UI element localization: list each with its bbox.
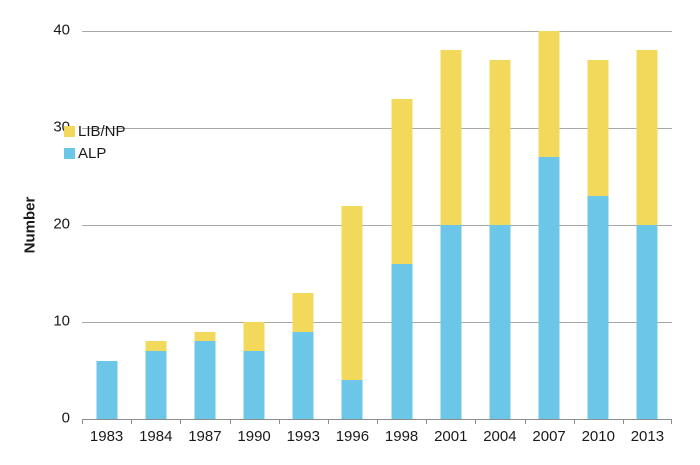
x-tick-label-1987: 1987 bbox=[188, 428, 222, 445]
bar-segment-alp-2007 bbox=[538, 157, 560, 419]
bar-1983 bbox=[82, 31, 131, 419]
x-tick-mark bbox=[475, 419, 476, 424]
x-tick-label-1998: 1998 bbox=[384, 428, 419, 445]
x-tick-label-2004: 2004 bbox=[483, 428, 517, 445]
x-tick-label-2007: 2007 bbox=[532, 428, 566, 445]
x-tick-mark bbox=[328, 419, 329, 424]
x-tick-mark bbox=[180, 419, 181, 424]
legend: LIB/NP ALP bbox=[64, 124, 126, 168]
legend-entry-alp: ALP bbox=[64, 146, 126, 161]
bar-segment-lib-np-1987 bbox=[194, 331, 216, 342]
legend-swatch-icon bbox=[64, 148, 75, 159]
bar-segment-alp-1990 bbox=[243, 351, 265, 419]
bar-segment-lib-np-1990 bbox=[243, 322, 265, 352]
bar-1987 bbox=[180, 31, 229, 419]
legend-label: ALP bbox=[78, 145, 107, 162]
legend-label: LIB/NP bbox=[78, 123, 126, 140]
x-tick-label-2013: 2013 bbox=[630, 428, 665, 445]
bar-1993 bbox=[279, 31, 328, 419]
x-tick-mark bbox=[623, 419, 624, 424]
legend-swatch-icon bbox=[64, 126, 75, 137]
bar-segment-lib-np-2007 bbox=[538, 31, 560, 158]
x-tick-mark bbox=[131, 419, 132, 424]
bar-2001 bbox=[426, 31, 475, 419]
bar-segment-lib-np-1996 bbox=[341, 205, 363, 381]
x-tick-mark bbox=[426, 419, 427, 424]
x-tick-mark bbox=[230, 419, 231, 424]
bar-segment-lib-np-2001 bbox=[440, 50, 462, 225]
bar-segment-lib-np-1984 bbox=[145, 341, 167, 352]
bar-segment-alp-1998 bbox=[391, 263, 413, 419]
bar-segment-lib-np-1998 bbox=[391, 98, 413, 264]
bar-segment-alp-1983 bbox=[96, 360, 118, 419]
bar-segment-lib-np-2010 bbox=[587, 60, 609, 196]
bar-segment-alp-2010 bbox=[587, 195, 609, 419]
bar-2004 bbox=[475, 31, 524, 419]
plot-area: 0 10 20 30 40 1983 1984 1987 1990 1993 1996 1998 200… bbox=[53, 22, 672, 445]
bar-2007 bbox=[525, 31, 574, 419]
x-tick-mark bbox=[525, 419, 526, 424]
y-tick-label: 10 bbox=[53, 312, 70, 330]
bar-segment-alp-1993 bbox=[292, 331, 314, 419]
bar-segment-alp-1996 bbox=[341, 380, 363, 419]
x-tick-label-1984: 1984 bbox=[139, 428, 173, 445]
y-tick-label: 0 bbox=[61, 409, 70, 427]
gridline-30 bbox=[82, 127, 672, 129]
bar-segment-alp-2013 bbox=[636, 225, 658, 419]
x-tick-mark bbox=[377, 419, 378, 424]
bar-segment-alp-2001 bbox=[440, 225, 462, 419]
x-tick-label-1990: 1990 bbox=[237, 428, 271, 445]
x-tick-label-1996: 1996 bbox=[335, 428, 370, 445]
x-tick-mark bbox=[279, 419, 280, 424]
bar-segment-alp-1984 bbox=[145, 351, 167, 419]
gridline-10 bbox=[82, 321, 672, 323]
x-tick-mark bbox=[574, 419, 575, 424]
gridline-40 bbox=[82, 30, 672, 32]
bar-segment-lib-np-2013 bbox=[636, 50, 658, 225]
x-tick-mark bbox=[82, 419, 83, 424]
bar-segment-alp-2004 bbox=[489, 225, 511, 419]
bar-1996 bbox=[328, 31, 377, 419]
bar-segment-lib-np-2004 bbox=[489, 60, 511, 225]
legend-entry-lib-np: LIB/NP bbox=[64, 124, 126, 139]
bar-1998 bbox=[377, 31, 426, 419]
bar-1984 bbox=[131, 31, 180, 419]
bar-2013 bbox=[623, 31, 672, 419]
gridline-20 bbox=[82, 224, 672, 226]
x-tick-label-1993: 1993 bbox=[286, 428, 320, 445]
y-axis-title: Number bbox=[21, 196, 39, 254]
bar-segment-alp-1987 bbox=[194, 341, 216, 419]
x-tick-mark bbox=[671, 419, 672, 424]
bar-segment-lib-np-1993 bbox=[292, 292, 314, 332]
bar-2010 bbox=[574, 31, 623, 419]
y-tick-label: 20 bbox=[53, 215, 70, 233]
x-tick-label-1983: 1983 bbox=[89, 428, 124, 445]
x-tick-label-2001: 2001 bbox=[434, 428, 468, 445]
x-tick-label-2010: 2010 bbox=[581, 428, 615, 445]
bar-1990 bbox=[230, 31, 279, 419]
y-tick-label: 40 bbox=[53, 21, 70, 39]
